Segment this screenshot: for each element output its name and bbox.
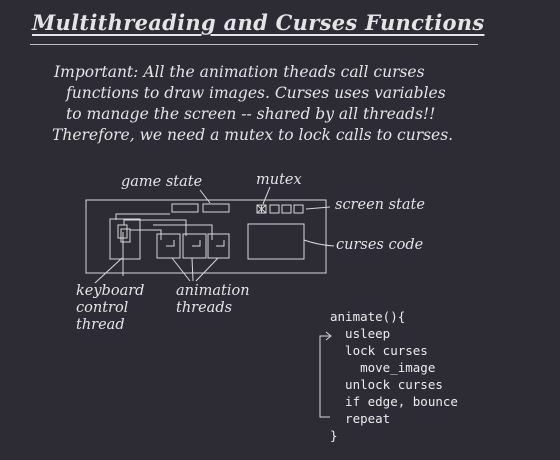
keyboard-thread-box (109, 218, 141, 260)
code-line-2: usleep (330, 326, 391, 341)
code-line-7: repeat (330, 411, 391, 426)
animation-thread-box-1 (156, 233, 181, 259)
intro-line-2: functions to draw images. Curses uses va… (66, 84, 446, 102)
intro-line-1: Important: All the animation theads call… (54, 63, 425, 81)
code-line-5: unlock curses (330, 377, 443, 392)
screen-state-box-2 (281, 204, 292, 214)
label-game-state: game state (121, 174, 203, 190)
label-mutex: mutex (256, 172, 302, 188)
curses-code-box (247, 223, 305, 260)
screen-state-box-3 (293, 204, 304, 214)
animation-thread-box-2 (182, 233, 207, 259)
slide-title: Multithreading and Curses Functions (32, 10, 485, 35)
code-line-1: animate(){ (330, 309, 406, 324)
loop-arrow (319, 335, 330, 418)
label-curses-code: curses code (336, 237, 424, 253)
code-line-6: if edge, bounce (330, 394, 458, 409)
label-screen-state: screen state (335, 197, 425, 213)
label-keyboard-1: keyboard (76, 283, 145, 299)
label-keyboard-3: thread (76, 317, 125, 333)
intro-line-3: to manage the screen -- shared by all th… (66, 105, 436, 123)
code-line-3: lock curses (330, 343, 428, 358)
game-state-box-2 (202, 203, 230, 213)
label-keyboard-2: control (76, 300, 129, 316)
game-state-box-1 (171, 203, 199, 213)
process-box (85, 199, 327, 274)
code-line-8: } (330, 428, 338, 443)
screen-state-box-1 (269, 204, 280, 214)
code-line-4: move_image (330, 360, 436, 375)
label-animation-1: animation (176, 283, 250, 299)
animation-thread-box-3 (207, 233, 230, 259)
intro-line-4: Therefore, we need a mutex to lock calls… (52, 126, 454, 144)
label-animation-2: threads (176, 300, 233, 316)
title-underline (30, 44, 478, 45)
